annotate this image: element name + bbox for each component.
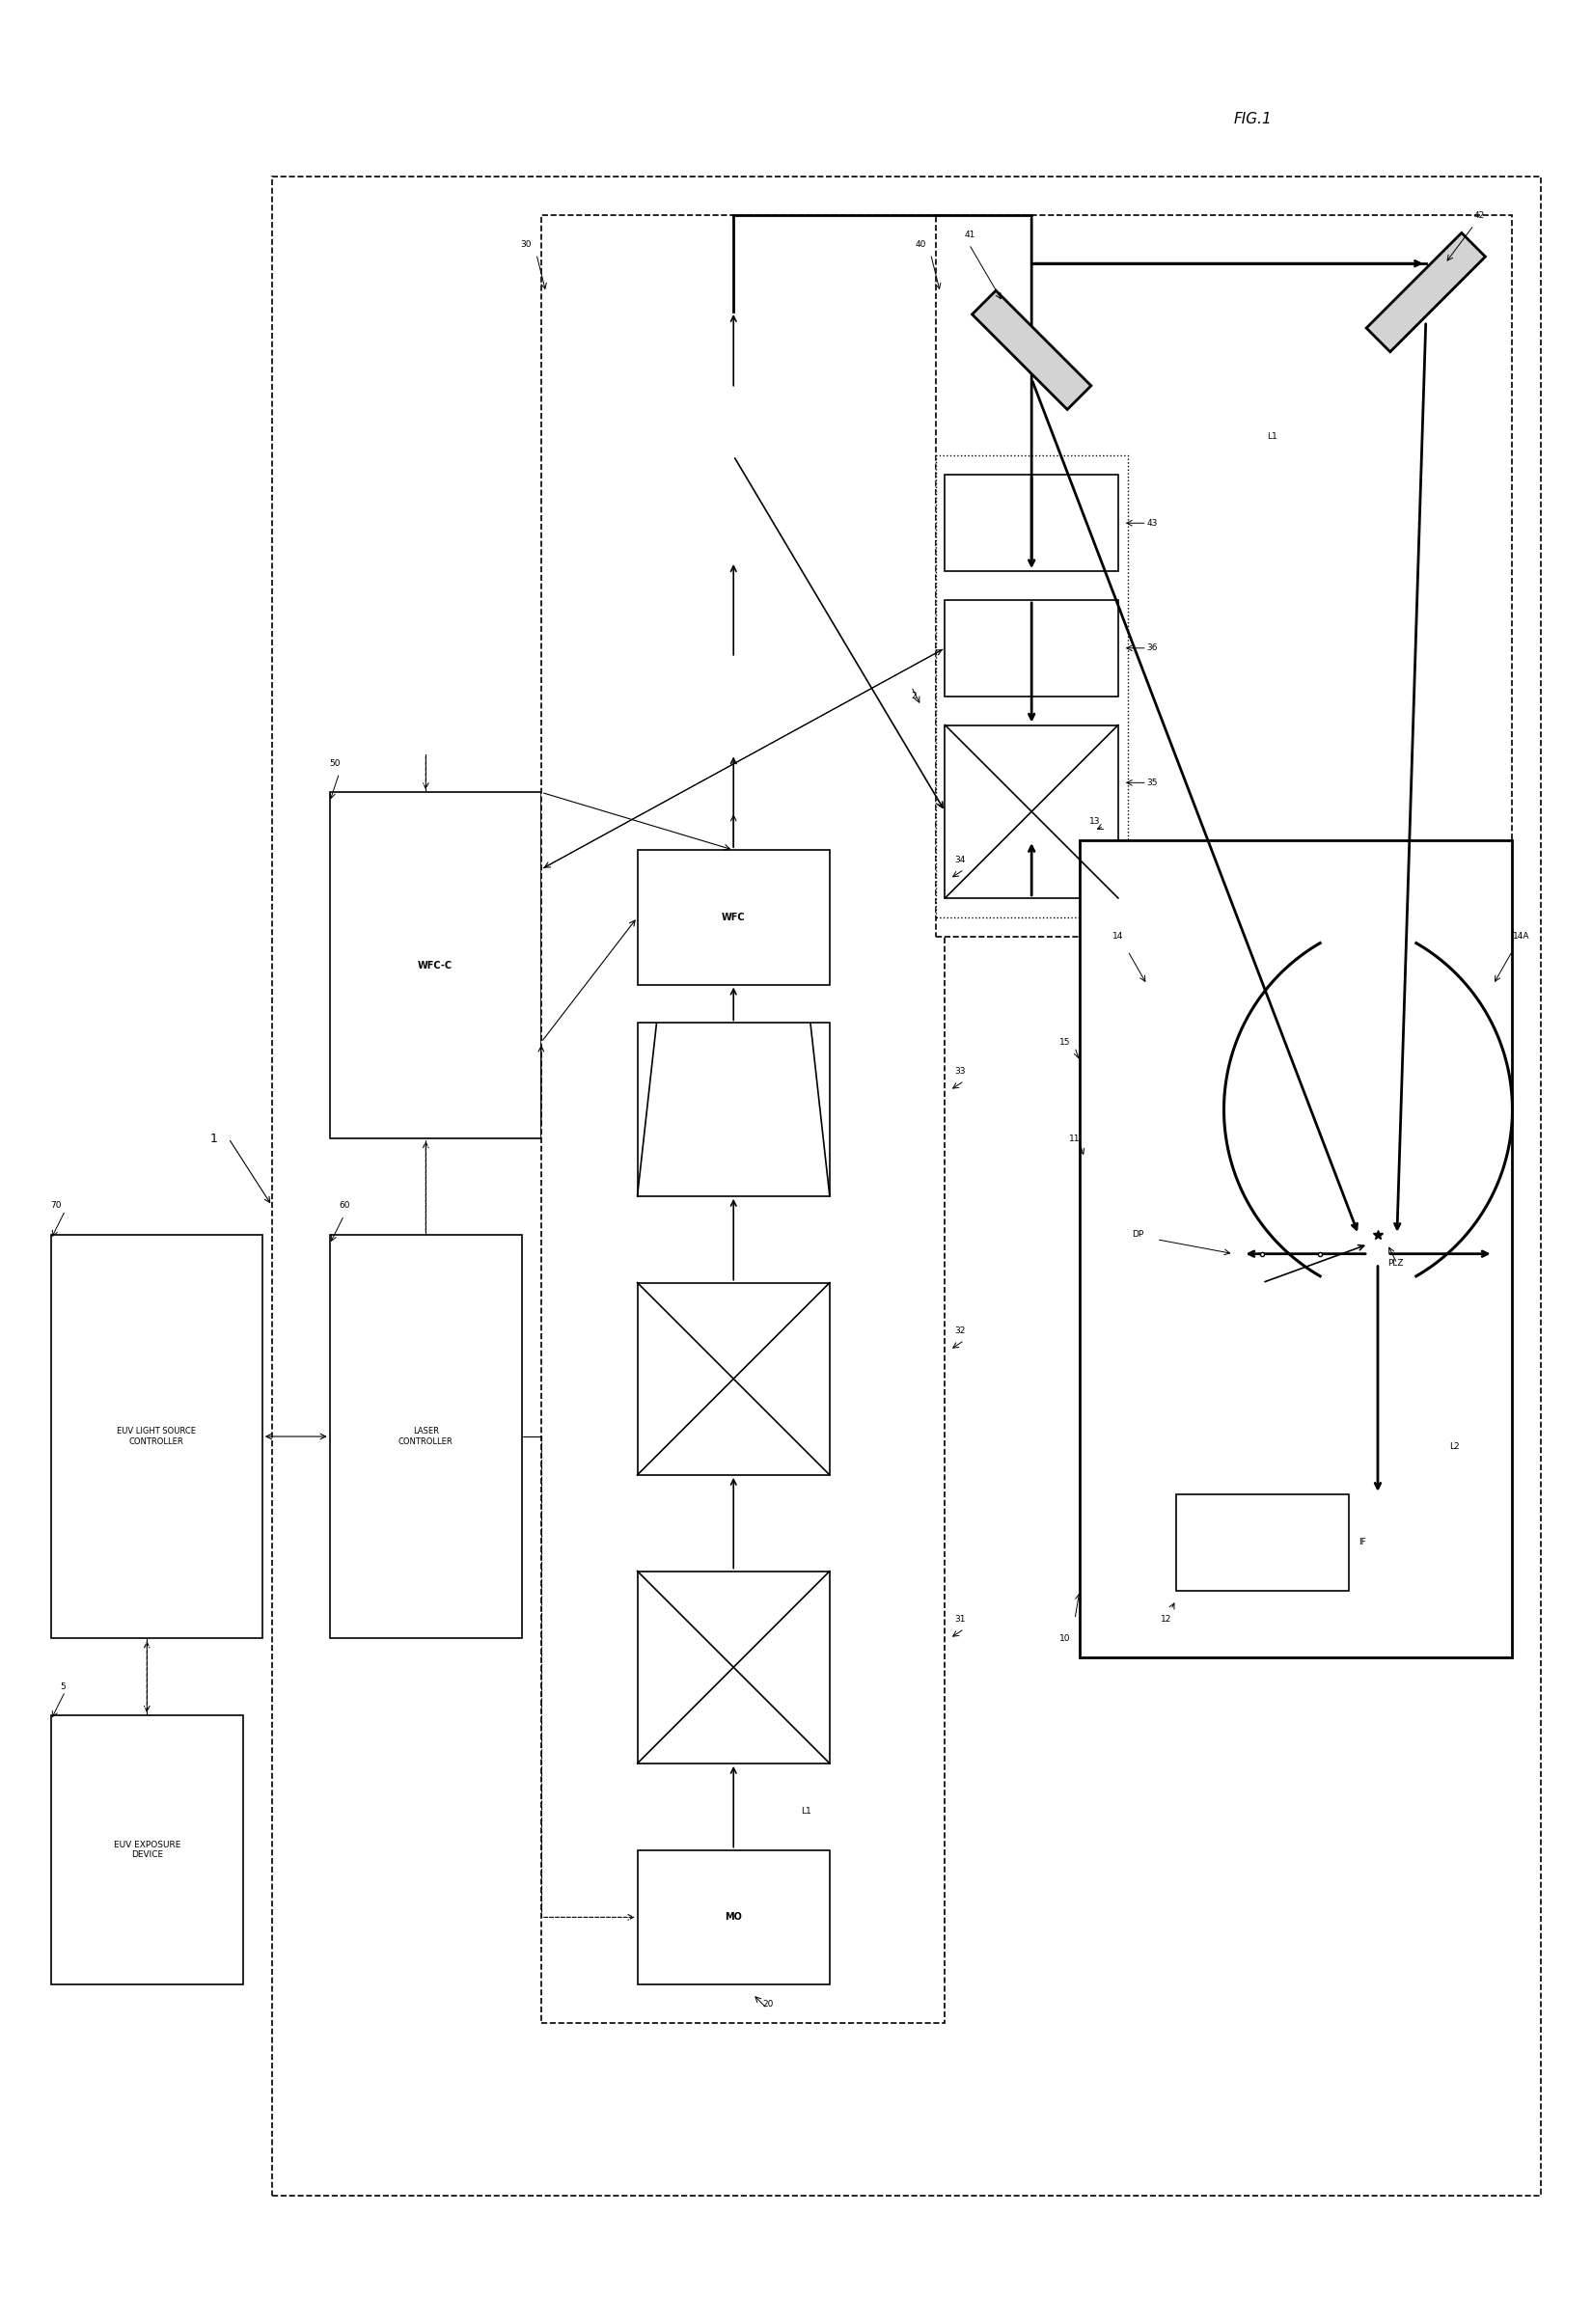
Text: EUV LIGHT SOURCE
CONTROLLER: EUV LIGHT SOURCE CONTROLLER	[116, 1427, 196, 1446]
Bar	[272, 177, 1541, 2196]
Bar	[946, 725, 1118, 897]
Bar	[637, 1283, 829, 1476]
Text: L1: L1	[1267, 432, 1277, 442]
Text: 36: 36	[1146, 644, 1157, 653]
Bar	[330, 1234, 522, 1638]
Text: 12: 12	[1161, 1615, 1172, 1624]
Bar	[51, 1234, 263, 1638]
Text: 41: 41	[965, 230, 976, 239]
Text: 20: 20	[763, 1999, 774, 2008]
Text: 70: 70	[51, 1202, 62, 1211]
Text: PLZ: PLZ	[1387, 1260, 1403, 1269]
Text: MO: MO	[724, 1913, 742, 1922]
Text: 15: 15	[1059, 1039, 1070, 1046]
Bar	[51, 1715, 244, 1985]
Text: 31: 31	[955, 1615, 966, 1624]
Text: 42: 42	[1474, 211, 1485, 221]
Bar	[637, 851, 829, 985]
Text: 60: 60	[339, 1202, 350, 1211]
Text: EUV EXPOSURE
DEVICE: EUV EXPOSURE DEVICE	[113, 1841, 180, 1859]
Text: 30: 30	[521, 239, 532, 249]
Bar	[541, 216, 946, 2022]
Text: L1: L1	[801, 1808, 812, 1815]
Text: 34: 34	[955, 855, 966, 865]
Bar	[637, 1850, 829, 1985]
Bar	[946, 474, 1118, 572]
Bar	[637, 1571, 829, 1764]
Bar	[936, 456, 1127, 918]
Bar	[936, 216, 1512, 937]
Text: 2: 2	[911, 693, 917, 700]
Polygon shape	[1366, 232, 1485, 351]
Text: IF: IF	[1358, 1538, 1366, 1545]
Bar	[1176, 1494, 1348, 1590]
Text: LASER
CONTROLLER: LASER CONTROLLER	[398, 1427, 454, 1446]
Text: 1: 1	[210, 1132, 218, 1146]
Text: DP: DP	[1132, 1229, 1143, 1239]
Text: 43: 43	[1146, 518, 1157, 528]
Text: 10: 10	[1059, 1634, 1070, 1643]
Text: 35: 35	[1146, 779, 1157, 788]
Text: WFC-C: WFC-C	[419, 960, 452, 969]
Text: 13: 13	[1089, 816, 1100, 825]
Text: L2: L2	[1450, 1441, 1460, 1450]
Text: 14A: 14A	[1512, 932, 1530, 941]
Text: 11: 11	[1068, 1134, 1079, 1143]
Text: 33: 33	[955, 1067, 966, 1076]
Bar	[330, 792, 541, 1139]
Text: 40: 40	[915, 239, 927, 249]
Bar	[946, 600, 1118, 697]
Text: 14: 14	[1113, 932, 1124, 941]
Text: 32: 32	[955, 1327, 966, 1334]
Bar	[637, 1023, 829, 1197]
Text: 50: 50	[330, 760, 341, 767]
Text: FIG.1: FIG.1	[1234, 112, 1272, 125]
Text: WFC: WFC	[721, 913, 745, 923]
Polygon shape	[973, 290, 1091, 409]
Text: 5: 5	[60, 1683, 65, 1692]
Bar	[1079, 841, 1512, 1657]
